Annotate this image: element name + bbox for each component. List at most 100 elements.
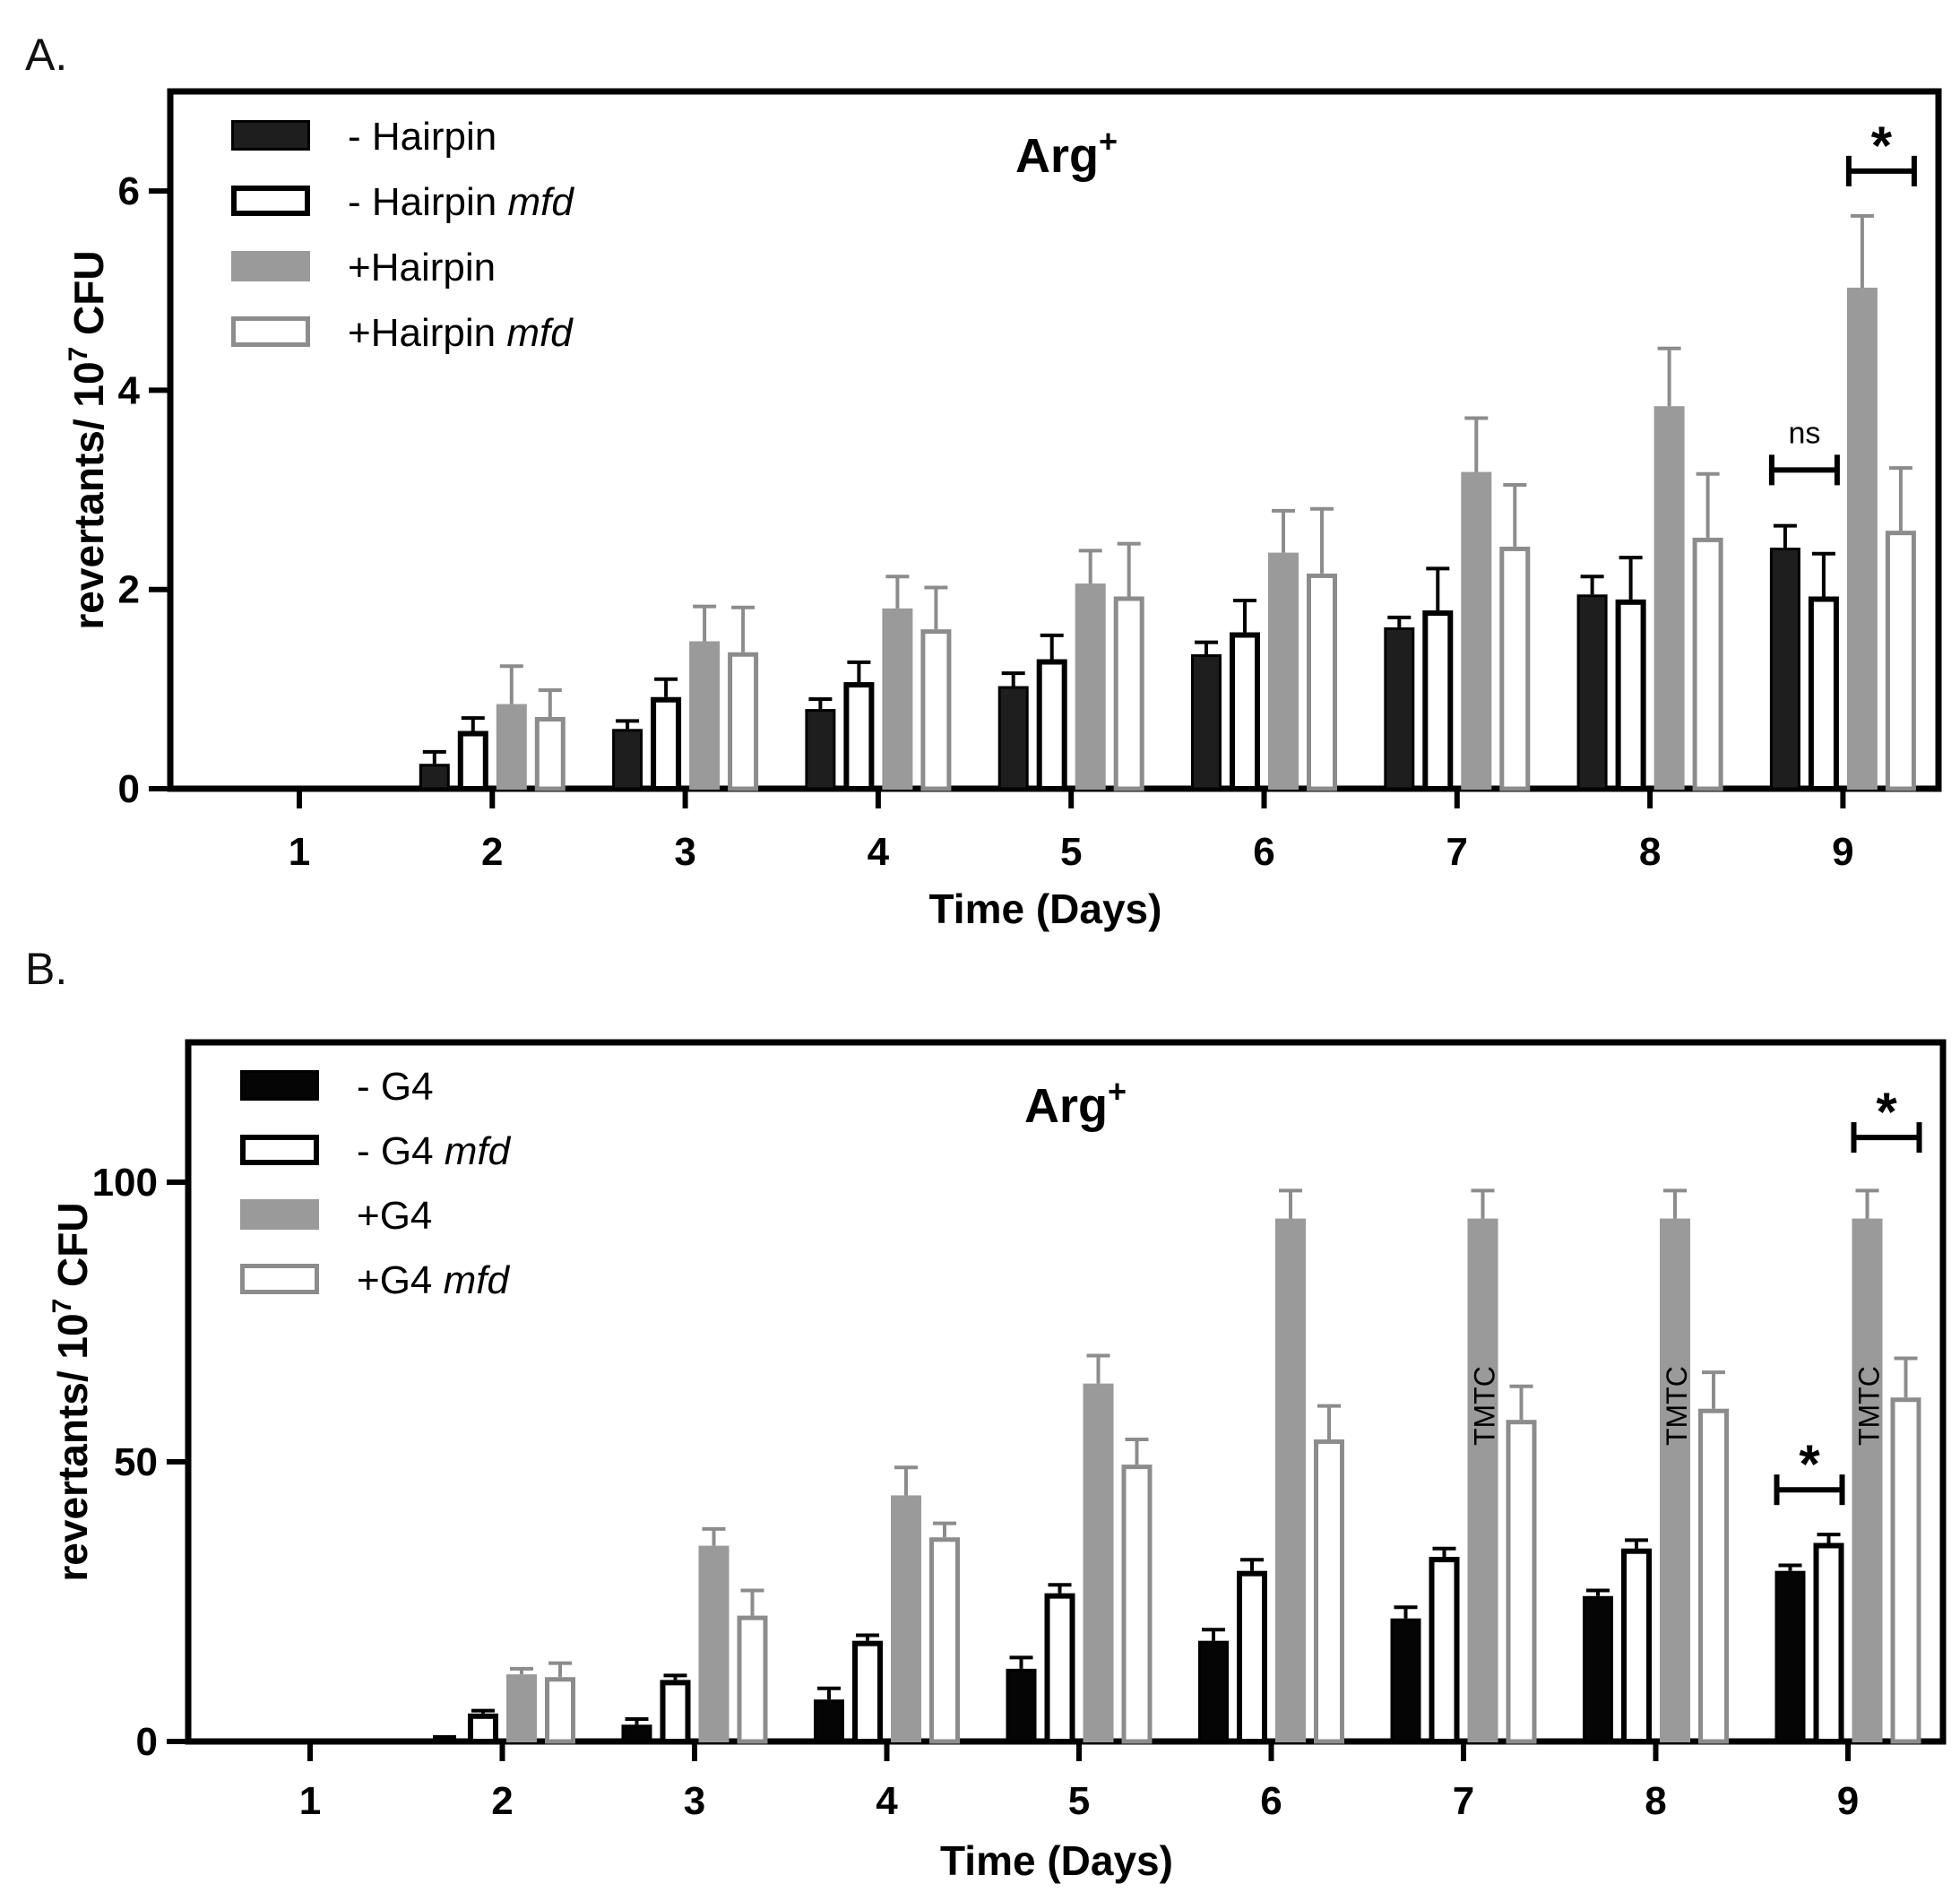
significance-label: ns bbox=[1788, 416, 1820, 450]
bar-black-outline bbox=[1621, 1548, 1652, 1744]
bar-black-outline bbox=[1422, 610, 1454, 791]
significance-label: * bbox=[1871, 116, 1893, 176]
bar-gray bbox=[1653, 406, 1685, 790]
y-tick-label: 4 bbox=[118, 368, 141, 412]
y-tick-label: 0 bbox=[136, 1720, 158, 1764]
bar-gray bbox=[1075, 583, 1106, 790]
tmtc-annotation: TMTC bbox=[1853, 1366, 1886, 1446]
bar-gray-outline bbox=[1307, 573, 1337, 791]
significance-label: * bbox=[1876, 1082, 1897, 1142]
bar-black bbox=[997, 686, 1029, 791]
bar-gray-outline bbox=[1121, 1465, 1153, 1744]
bar-gray bbox=[1660, 1218, 1690, 1743]
bar-gray-outline bbox=[1698, 1408, 1729, 1744]
bar-black-outline bbox=[468, 1713, 498, 1745]
legend-label: +G4 bbox=[357, 1194, 432, 1238]
bar-black-outline bbox=[1230, 632, 1260, 792]
bar-gray bbox=[891, 1495, 921, 1742]
panel-label: A. bbox=[25, 30, 67, 80]
panel-label: B. bbox=[25, 944, 67, 994]
bar-gray bbox=[698, 1545, 730, 1742]
bar-gray-outline bbox=[1499, 546, 1531, 791]
bar-gray bbox=[496, 704, 527, 790]
x-tick-label: 6 bbox=[1260, 1779, 1282, 1823]
bar-black bbox=[1390, 1618, 1421, 1743]
legend-swatch bbox=[240, 1199, 319, 1230]
tmtc-annotation: TMTC bbox=[1469, 1366, 1501, 1446]
bar-black-outline bbox=[1808, 596, 1839, 791]
x-tick-label: 8 bbox=[1639, 830, 1661, 874]
y-axis-label: revertants/ 107 CFU bbox=[64, 250, 112, 629]
legend-label: +Hairpin bbox=[348, 246, 496, 289]
bar-black bbox=[1769, 548, 1800, 791]
y-tick-label: 100 bbox=[92, 1161, 158, 1205]
bar-gray-outline bbox=[1885, 531, 1916, 791]
bar-gray-outline bbox=[1506, 1420, 1537, 1744]
legend-swatch bbox=[231, 316, 310, 347]
bar-black bbox=[429, 1738, 460, 1743]
chart-title: Arg+ bbox=[1024, 1073, 1127, 1133]
x-tick-label: 3 bbox=[674, 830, 695, 874]
y-tick-label: 6 bbox=[118, 169, 140, 213]
x-tick-label: 9 bbox=[1832, 830, 1853, 874]
bar-black bbox=[1006, 1668, 1037, 1743]
x-tick-label: 2 bbox=[481, 830, 503, 874]
legend-swatch bbox=[231, 251, 310, 281]
bar-gray-outline bbox=[920, 629, 952, 791]
bar-black-outline bbox=[457, 730, 488, 792]
bar-black bbox=[805, 709, 836, 791]
x-tick-label: 5 bbox=[1060, 830, 1082, 874]
x-tick-label: 6 bbox=[1253, 830, 1274, 874]
x-tick-label: 7 bbox=[1446, 830, 1468, 874]
x-tick-label: 5 bbox=[1068, 1779, 1090, 1823]
y-tick-label: 2 bbox=[118, 568, 140, 612]
bar-black-outline bbox=[651, 696, 682, 792]
bar-gray bbox=[1275, 1218, 1306, 1743]
legend-swatch bbox=[231, 120, 310, 151]
tmtc-annotation: TMTC bbox=[1661, 1366, 1693, 1446]
bar-black bbox=[1384, 626, 1415, 791]
bar-black bbox=[1191, 653, 1222, 791]
bar-black bbox=[1583, 1595, 1613, 1743]
bar-gray-outline bbox=[929, 1537, 960, 1744]
bar-black bbox=[612, 729, 643, 791]
x-tick-label: 1 bbox=[299, 1779, 321, 1823]
x-tick-label: 8 bbox=[1645, 1779, 1666, 1823]
y-axis-label: revertants/ 107 CFU bbox=[47, 1202, 96, 1581]
bar-gray bbox=[1846, 287, 1878, 790]
bar-black bbox=[1774, 1570, 1806, 1743]
bar-gray bbox=[1083, 1383, 1114, 1742]
bar-gray bbox=[882, 608, 913, 790]
bar-black bbox=[621, 1724, 652, 1743]
bar-black-outline bbox=[1237, 1570, 1267, 1745]
bar-gray-outline bbox=[1692, 537, 1723, 791]
bar-gray-outline bbox=[534, 716, 566, 791]
panel-a: A. 0 2 4 6 1 2 3 4 5 6 7 8 9 Time (Days) revertants/ 10… bbox=[25, 30, 1942, 932]
x-tick-label: 3 bbox=[684, 1779, 705, 1823]
x-axis-label: Time (Days) bbox=[929, 886, 1162, 932]
significance-label: * bbox=[1799, 1434, 1820, 1494]
bar-gray-outline bbox=[728, 652, 759, 791]
bar-black bbox=[814, 1699, 844, 1743]
x-tick-label: 2 bbox=[491, 1779, 513, 1823]
y-tick-label: 0 bbox=[118, 767, 140, 811]
bar-gray bbox=[1461, 471, 1492, 791]
bar-gray bbox=[1852, 1218, 1883, 1743]
legend-label: - Hairpin mfd bbox=[348, 180, 574, 224]
y-tick-label: 50 bbox=[114, 1440, 158, 1484]
x-tick-label: 9 bbox=[1837, 1779, 1859, 1823]
bar-gray bbox=[1268, 552, 1299, 790]
x-tick-label: 7 bbox=[1453, 1779, 1474, 1823]
legend-label: +Hairpin mfd bbox=[348, 311, 574, 355]
legend-swatch bbox=[231, 186, 310, 216]
bar-black-outline bbox=[852, 1640, 883, 1745]
legend-swatch bbox=[240, 1135, 319, 1165]
chart-title: Arg+ bbox=[1015, 123, 1118, 183]
x-tick-label: 1 bbox=[289, 830, 310, 874]
bar-black bbox=[1576, 594, 1608, 791]
bar-gray-outline bbox=[737, 1615, 768, 1744]
legend-label: - Hairpin bbox=[348, 115, 496, 159]
legend-label: - G4 bbox=[357, 1065, 434, 1109]
bar-gray bbox=[689, 641, 721, 790]
